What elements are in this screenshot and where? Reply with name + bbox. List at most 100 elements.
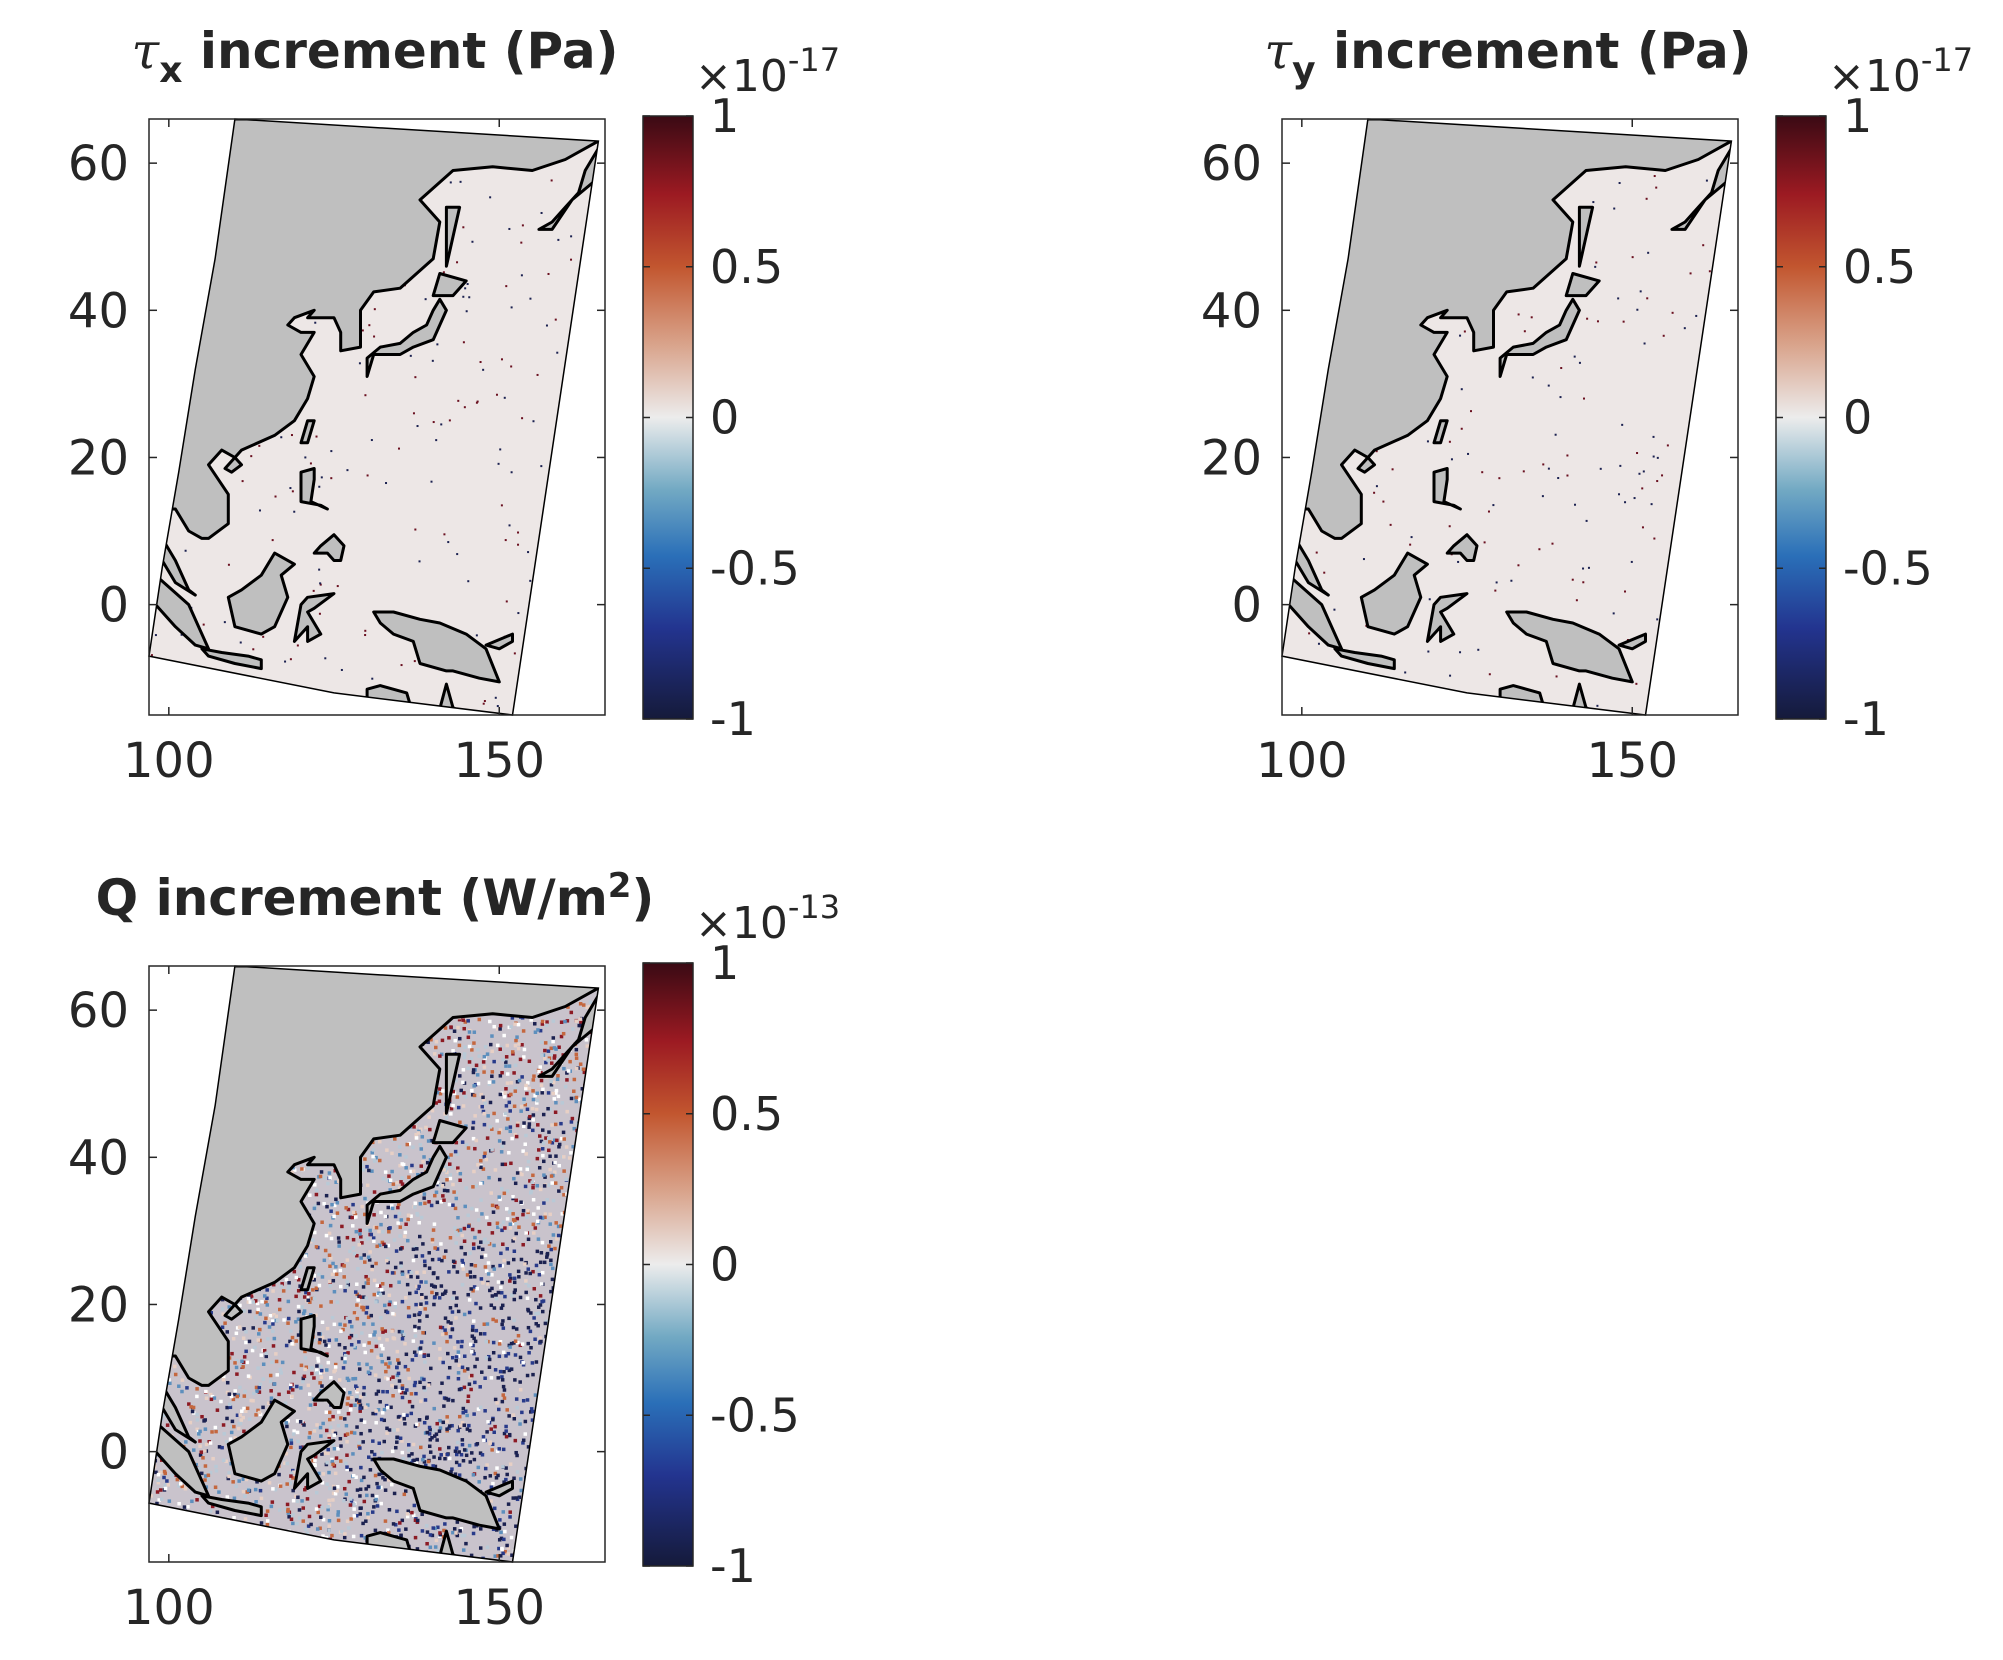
speckle <box>575 1294 579 1298</box>
speckle <box>150 1525 154 1529</box>
speckle <box>555 1138 559 1143</box>
speckle <box>502 1033 506 1038</box>
speckle <box>352 1502 356 1507</box>
speckle <box>564 1145 569 1149</box>
speckle <box>162 1389 166 1393</box>
speckle <box>1585 519 1588 522</box>
speckle <box>224 1459 228 1464</box>
speckle <box>343 1323 347 1327</box>
speckle <box>290 1537 294 1542</box>
speckle <box>513 1181 518 1186</box>
speckle <box>325 1482 329 1486</box>
speckle <box>163 1187 168 1192</box>
speckle <box>440 1292 445 1297</box>
speckle <box>406 1305 411 1310</box>
speckle <box>1365 695 1368 698</box>
speckle <box>162 1252 166 1256</box>
speckle <box>510 1136 514 1141</box>
speckle <box>492 1059 496 1064</box>
speckle <box>536 1206 540 1210</box>
speckle <box>502 1537 506 1542</box>
speckle <box>515 1035 519 1039</box>
speckle <box>422 1377 426 1382</box>
speckle <box>286 1390 291 1394</box>
speckle <box>415 1422 419 1427</box>
speckle <box>165 990 170 994</box>
speckle <box>502 1431 507 1436</box>
speckle <box>425 1530 430 1534</box>
speckle <box>178 981 183 986</box>
speckle <box>415 1518 420 1523</box>
speckle <box>464 1453 469 1458</box>
speckle <box>462 1055 467 1060</box>
speckle <box>498 1074 503 1078</box>
speckle <box>412 412 415 415</box>
speckle <box>431 1526 436 1530</box>
speckle <box>159 1052 164 1056</box>
speckle <box>377 1229 381 1234</box>
speckle <box>490 1203 495 1208</box>
speckle <box>457 399 460 402</box>
speckle <box>581 424 584 427</box>
speckle <box>314 1245 319 1249</box>
speckle <box>537 1148 541 1152</box>
speckle <box>557 1389 561 1393</box>
speckle <box>544 1448 548 1453</box>
title-symbol: τ <box>1264 22 1293 80</box>
speckle <box>526 1159 531 1164</box>
y-tick-label: 60 <box>68 136 129 192</box>
speckle <box>368 1228 372 1233</box>
speckle <box>589 1185 594 1190</box>
speckle <box>548 1167 552 1172</box>
speckle <box>390 1449 395 1454</box>
speckle <box>315 1371 319 1375</box>
speckle <box>503 1091 507 1095</box>
speckle <box>416 1286 420 1291</box>
speckle <box>259 1521 264 1525</box>
speckle <box>356 1298 360 1302</box>
speckle <box>463 1409 468 1413</box>
speckle <box>543 1473 548 1477</box>
speckle <box>182 1066 187 1071</box>
speckle <box>511 1052 515 1056</box>
speckle <box>562 1137 566 1141</box>
speckle <box>153 1006 157 1010</box>
speckle <box>1689 272 1692 275</box>
speckle <box>482 1122 487 1127</box>
speckle <box>470 1334 475 1338</box>
speckle <box>355 1253 359 1258</box>
speckle <box>332 1433 337 1437</box>
speckle <box>458 1171 463 1176</box>
speckle <box>294 1494 298 1498</box>
speckle <box>312 1376 316 1380</box>
speckle <box>443 1291 447 1295</box>
speckle <box>579 1521 583 1525</box>
speckle <box>481 1167 486 1171</box>
speckle <box>1481 471 1484 474</box>
speckle <box>553 1170 557 1174</box>
speckle <box>478 1405 483 1410</box>
speckle <box>229 966 233 970</box>
speckle <box>535 1515 539 1519</box>
speckle <box>318 1338 322 1342</box>
speckle <box>174 1557 179 1561</box>
speckle <box>265 1288 269 1292</box>
speckle <box>251 1537 255 1542</box>
speckle <box>516 1046 521 1051</box>
speckle <box>451 1049 455 1053</box>
speckle <box>503 1549 507 1554</box>
speckle <box>368 1250 372 1254</box>
speckle <box>152 1167 157 1171</box>
speckle <box>308 1193 312 1197</box>
speckle <box>443 1522 447 1526</box>
speckle <box>317 1340 322 1345</box>
speckle <box>253 1487 258 1492</box>
speckle <box>538 1446 543 1451</box>
speckle <box>289 487 292 490</box>
speckle <box>295 1499 300 1504</box>
speckle <box>557 1406 562 1411</box>
speckle <box>528 1519 533 1524</box>
speckle <box>476 1163 480 1167</box>
speckle <box>345 1467 349 1472</box>
speckle <box>178 1293 182 1297</box>
